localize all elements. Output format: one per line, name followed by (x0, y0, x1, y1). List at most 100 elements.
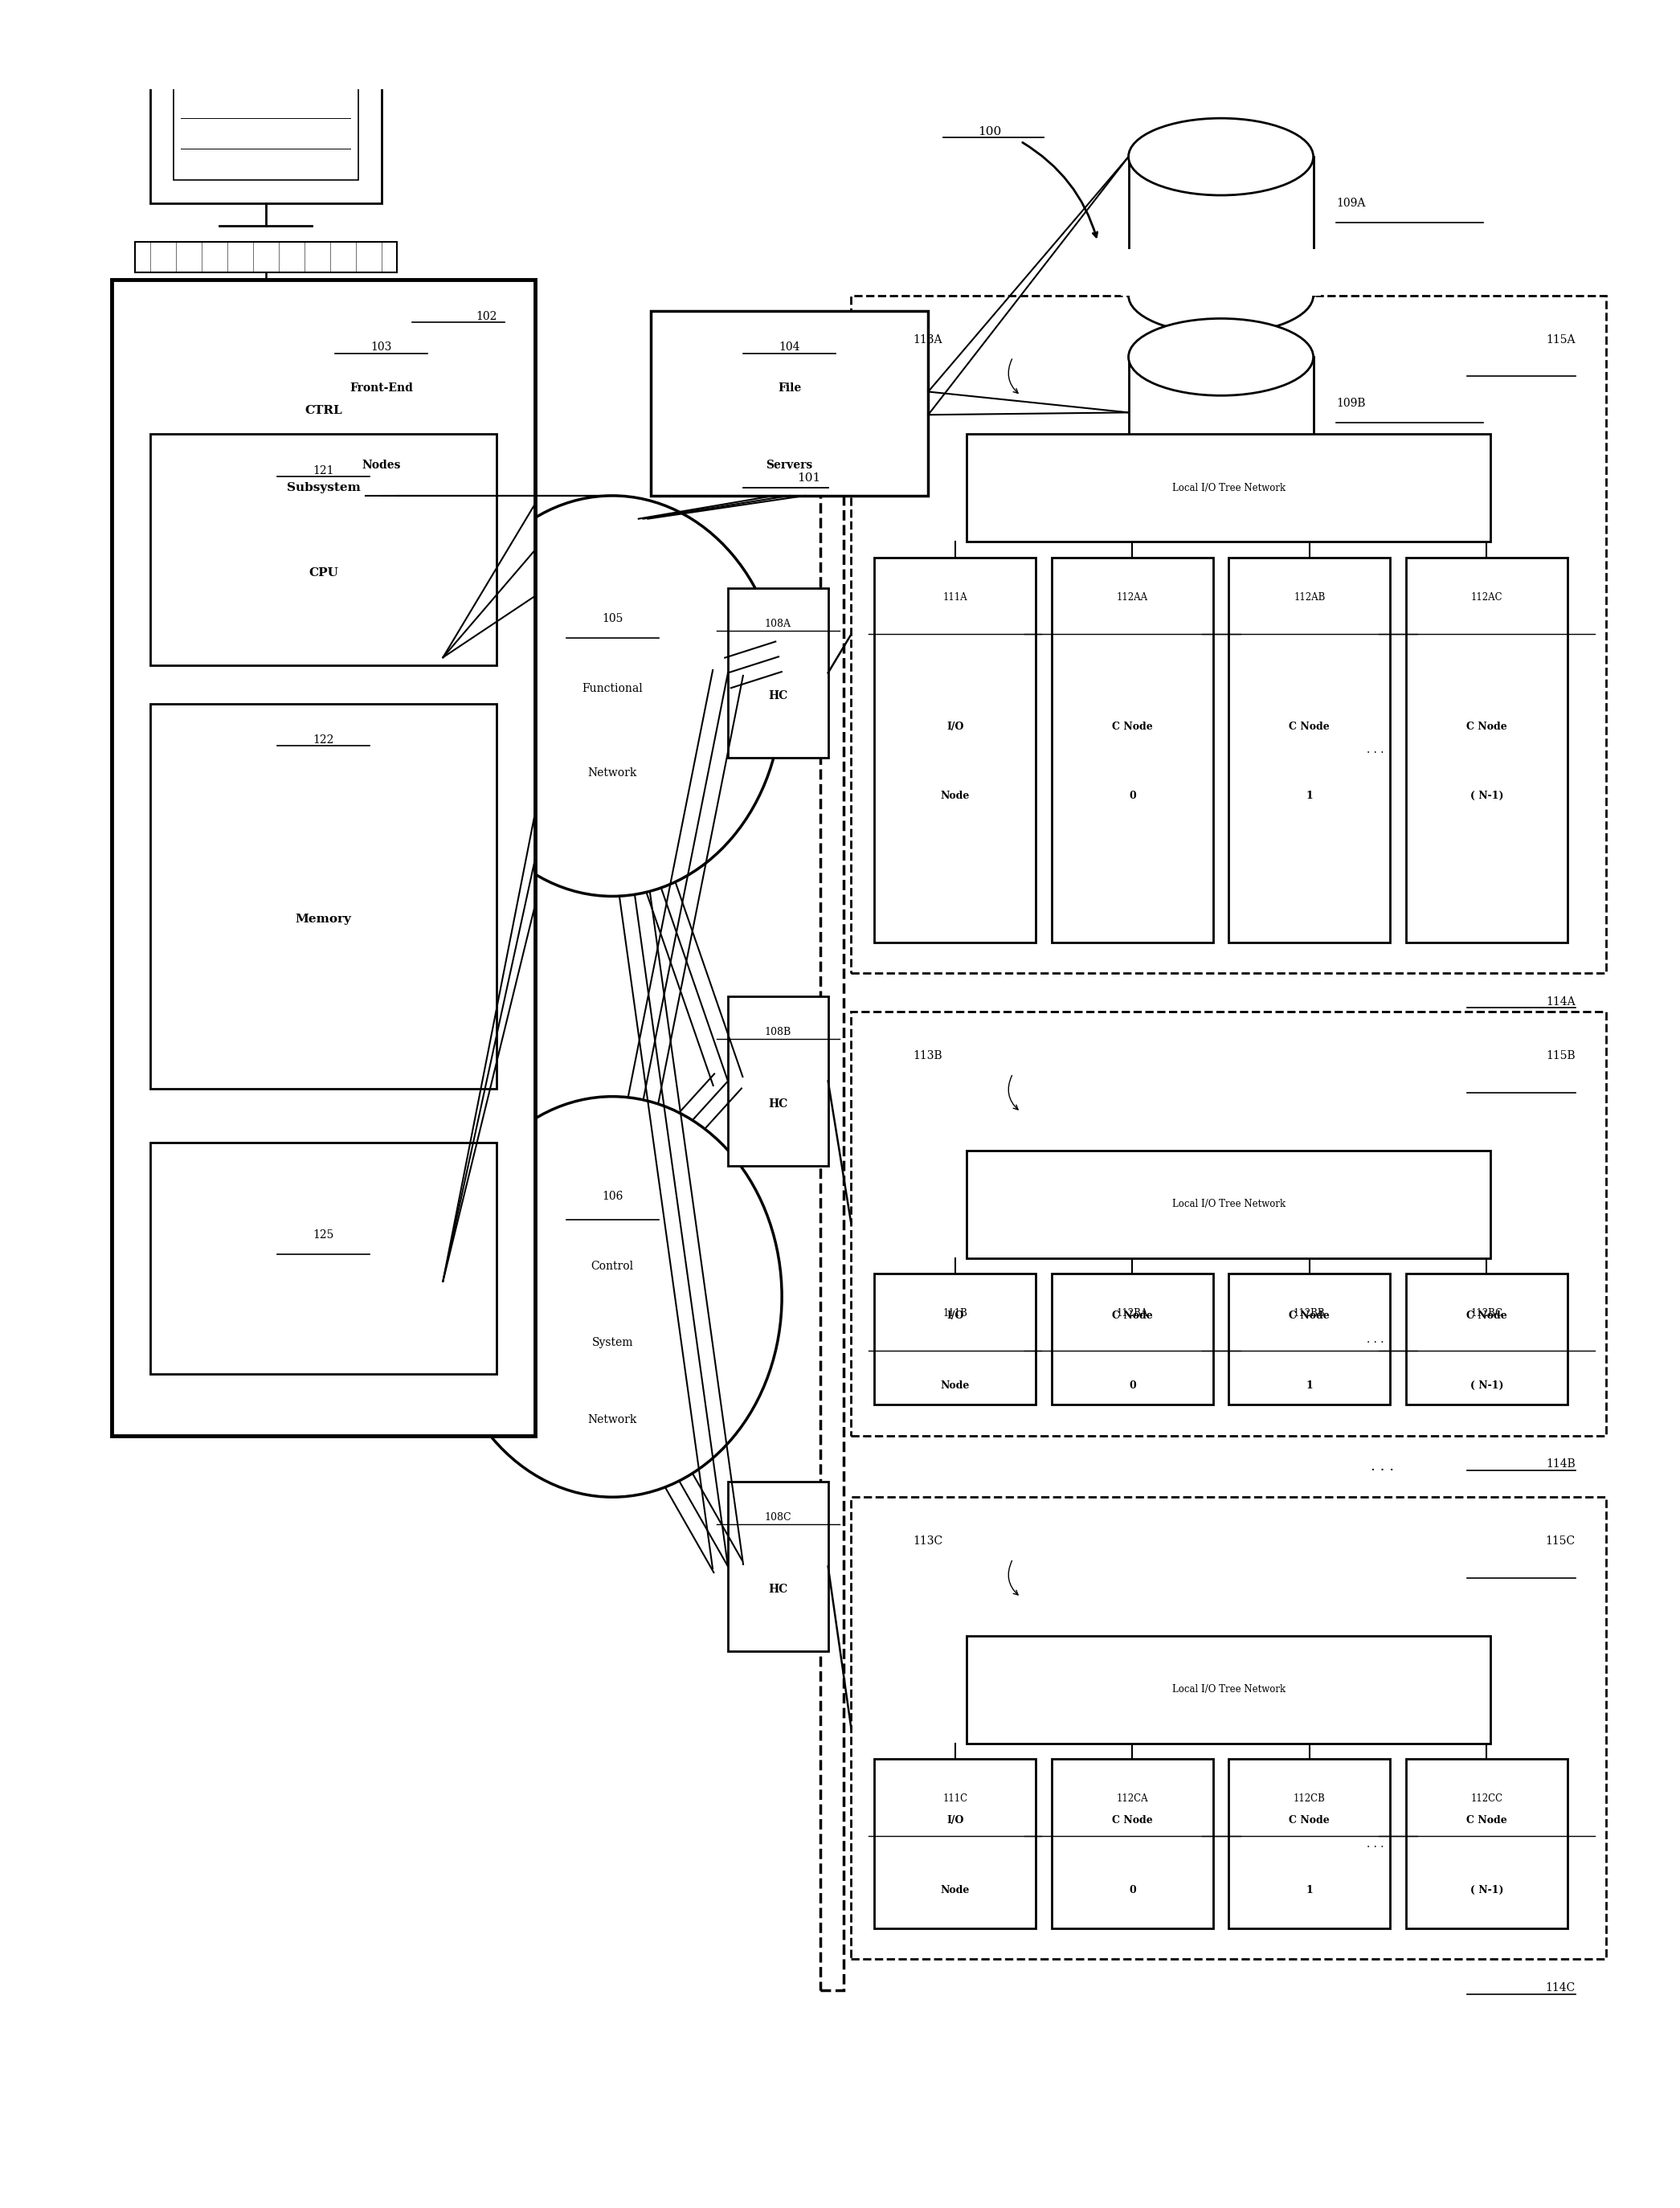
Text: Nodes: Nodes (361, 459, 402, 470)
FancyBboxPatch shape (966, 1150, 1490, 1259)
Text: 100: 100 (978, 126, 1001, 137)
Text: 115B: 115B (1546, 1051, 1576, 1062)
Ellipse shape (1129, 318, 1314, 395)
Ellipse shape (444, 495, 781, 896)
FancyBboxPatch shape (328, 311, 435, 495)
Text: C Node: C Node (1112, 1815, 1152, 1826)
FancyBboxPatch shape (852, 1497, 1606, 1958)
FancyBboxPatch shape (874, 1760, 1037, 1928)
FancyBboxPatch shape (150, 1144, 497, 1373)
Text: 109B: 109B (1336, 397, 1366, 408)
Text: Network: Network (588, 1415, 637, 1426)
Text: 112AA: 112AA (1117, 592, 1147, 603)
FancyBboxPatch shape (966, 1636, 1490, 1744)
Ellipse shape (1129, 119, 1314, 194)
Text: 114A: 114A (1546, 996, 1576, 1007)
Text: Local I/O Tree Network: Local I/O Tree Network (1173, 1199, 1285, 1210)
Text: 109A: 109A (1336, 197, 1366, 208)
Text: File: File (778, 382, 801, 393)
Text: ( N-1): ( N-1) (1470, 1886, 1504, 1894)
Text: Front-End: Front-End (349, 382, 413, 393)
Polygon shape (1121, 250, 1320, 296)
Text: C Node: C Node (1112, 722, 1152, 733)
FancyBboxPatch shape (134, 241, 396, 272)
Text: 102: 102 (475, 311, 497, 322)
Text: Functional: Functional (581, 682, 643, 693)
Text: HC: HC (768, 691, 788, 702)
Text: 112BA: 112BA (1117, 1309, 1147, 1318)
Text: 114B: 114B (1546, 1459, 1576, 1471)
Text: I/O: I/O (946, 1312, 964, 1320)
Text: 112AB: 112AB (1294, 592, 1326, 603)
Text: 106: 106 (601, 1190, 623, 1203)
Ellipse shape (1129, 256, 1314, 333)
Text: 104: 104 (780, 342, 800, 353)
Text: CTRL: CTRL (304, 406, 343, 417)
Text: 111B: 111B (942, 1309, 968, 1318)
Text: C Node: C Node (1112, 1312, 1152, 1320)
Text: CPU: CPU (309, 567, 338, 578)
Text: 112CA: 112CA (1117, 1793, 1147, 1804)
FancyBboxPatch shape (727, 1482, 828, 1652)
Text: HC: HC (768, 1583, 788, 1594)
Text: 112CC: 112CC (1470, 1793, 1502, 1804)
Text: 112BB: 112BB (1294, 1309, 1326, 1318)
Text: C Node: C Node (1289, 722, 1331, 733)
Text: ( N-1): ( N-1) (1470, 790, 1504, 802)
Text: I/O: I/O (946, 1815, 964, 1826)
Text: I/O: I/O (946, 722, 964, 733)
Text: HC: HC (768, 1100, 788, 1111)
Text: Node: Node (941, 1886, 969, 1894)
Text: 111A: 111A (942, 592, 968, 603)
Text: 112BC: 112BC (1470, 1309, 1502, 1318)
Text: 105: 105 (601, 614, 623, 625)
Text: . . .: . . . (1366, 1334, 1384, 1345)
Text: 101: 101 (796, 473, 820, 484)
Text: 108C: 108C (764, 1512, 791, 1524)
Text: 1: 1 (1305, 790, 1314, 802)
FancyBboxPatch shape (1406, 1760, 1567, 1928)
Text: . . .: . . . (1371, 1459, 1394, 1473)
FancyBboxPatch shape (874, 1274, 1037, 1404)
Text: 0: 0 (1129, 1886, 1136, 1894)
Text: 0: 0 (1129, 1380, 1136, 1391)
FancyBboxPatch shape (1406, 1274, 1567, 1404)
Text: 0: 0 (1129, 790, 1136, 802)
Text: 115C: 115C (1546, 1535, 1576, 1548)
FancyBboxPatch shape (150, 33, 381, 203)
Text: Node: Node (941, 1380, 969, 1391)
FancyBboxPatch shape (1228, 1760, 1391, 1928)
Text: 111C: 111C (942, 1793, 968, 1804)
Polygon shape (1129, 157, 1314, 296)
Text: 108A: 108A (764, 618, 791, 629)
Text: C Node: C Node (1467, 1312, 1507, 1320)
Text: 113A: 113A (912, 333, 942, 344)
FancyBboxPatch shape (150, 435, 497, 665)
FancyBboxPatch shape (727, 996, 828, 1166)
FancyBboxPatch shape (1228, 1274, 1391, 1404)
FancyBboxPatch shape (1406, 556, 1567, 943)
Ellipse shape (444, 1097, 781, 1497)
Text: 108B: 108B (764, 1027, 791, 1038)
Ellipse shape (1129, 457, 1314, 534)
Text: C Node: C Node (1289, 1815, 1331, 1826)
Text: Local I/O Tree Network: Local I/O Tree Network (1173, 484, 1285, 492)
Text: . . .: . . . (1366, 1837, 1384, 1850)
Text: 113C: 113C (912, 1535, 942, 1548)
Text: 122: 122 (312, 735, 334, 746)
FancyBboxPatch shape (650, 311, 927, 495)
Text: Node: Node (941, 790, 969, 802)
FancyBboxPatch shape (173, 64, 358, 179)
Text: Servers: Servers (766, 459, 813, 470)
FancyBboxPatch shape (1052, 556, 1213, 943)
Polygon shape (1129, 358, 1314, 495)
Text: 115A: 115A (1546, 333, 1576, 344)
Text: C Node: C Node (1467, 722, 1507, 733)
Text: 114C: 114C (1546, 1983, 1576, 1994)
FancyBboxPatch shape (1228, 556, 1391, 943)
Text: Control: Control (591, 1261, 633, 1272)
Text: 121: 121 (312, 466, 334, 477)
Text: 125: 125 (312, 1230, 334, 1241)
Text: 112AC: 112AC (1470, 592, 1502, 603)
Text: 103: 103 (371, 342, 391, 353)
